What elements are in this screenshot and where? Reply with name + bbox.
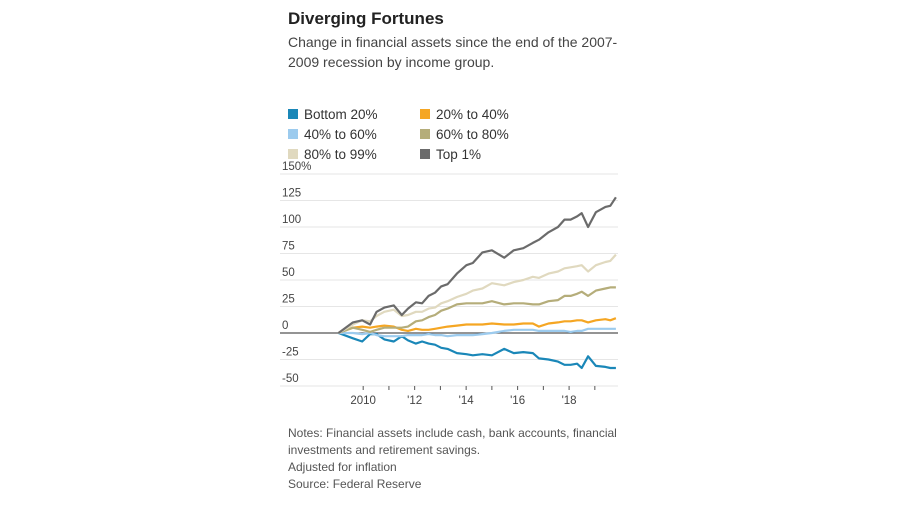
legend-label: 60% to 80% — [436, 126, 509, 142]
source: Source: Federal Reserve — [288, 477, 422, 491]
y-tick-label: 75 — [282, 241, 295, 253]
legend-swatch — [288, 149, 298, 159]
legend-label: 20% to 40% — [436, 106, 509, 122]
y-tick-label: -25 — [282, 347, 299, 359]
y-tick-label: 150% — [282, 161, 311, 173]
y-tick-label: -50 — [282, 373, 299, 385]
legend-swatch — [288, 129, 298, 139]
chart-subtitle: Change in financial assets since the end… — [288, 34, 618, 70]
legend-swatch — [420, 129, 430, 139]
series-line-top-1- — [337, 196, 617, 334]
series-line-bottom-20- — [338, 331, 616, 370]
legend-item: 80% to 99% — [288, 145, 420, 163]
legend-item: Bottom 20% — [288, 105, 420, 123]
legend-label: Bottom 20% — [304, 106, 378, 122]
legend-item: 20% to 40% — [420, 105, 550, 123]
chart-title: Diverging Fortunes — [288, 9, 444, 28]
y-tick-label: 125 — [282, 188, 301, 200]
legend-swatch — [420, 149, 430, 159]
x-tick-label: '18 — [562, 395, 577, 407]
series-line-80-to-99- — [337, 253, 617, 334]
line-chart: 150% 125 100 75 50 25 0 -25 -50 2010 '12 '14 '16 '18 — [280, 161, 618, 407]
y-tick-label: 50 — [282, 267, 295, 279]
legend-label: 80% to 99% — [304, 146, 377, 162]
legend-swatch — [288, 109, 298, 119]
legend-label: Top 1% — [436, 146, 482, 162]
x-tick-label: 2010 — [350, 395, 376, 407]
x-tick-label: '16 — [510, 395, 525, 407]
legend-label: 40% to 60% — [304, 126, 377, 142]
y-tick-label: 0 — [282, 320, 288, 332]
series-line-40-to-60- — [338, 327, 616, 338]
legend-item: 40% to 60% — [288, 125, 420, 143]
notes-adjustment: Adjusted for inflation — [288, 460, 397, 474]
legend-item: Top 1% — [420, 145, 550, 163]
legend: Bottom 20% 20% to 40% 40% to 60% 60% to 80%… — [288, 105, 550, 163]
notes: Notes: Financial assets include cash, ba… — [288, 425, 628, 493]
series-line-20-to-40- — [338, 317, 617, 335]
legend-swatch — [420, 109, 430, 119]
series-line-60-to-80- — [338, 286, 616, 335]
legend-item: 60% to 80% — [420, 125, 550, 143]
y-tick-label: 100 — [282, 214, 301, 226]
y-tick-label: 25 — [282, 294, 295, 306]
x-tick-label: '12 — [407, 395, 422, 407]
x-tick-label: '14 — [459, 395, 475, 407]
notes-text: Notes: Financial assets include cash, ba… — [288, 426, 617, 457]
